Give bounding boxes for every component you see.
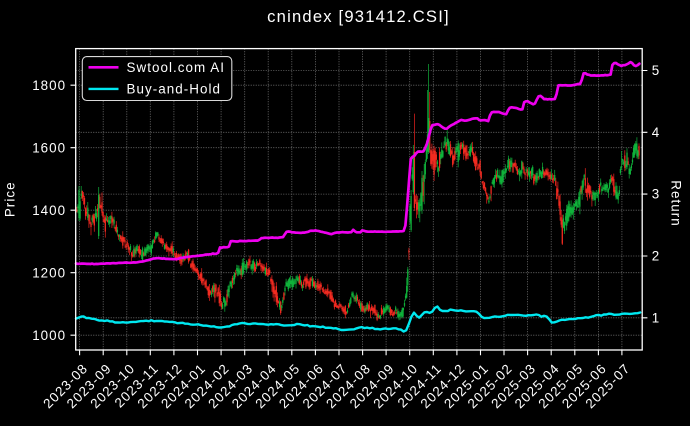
svg-text:4: 4: [652, 125, 661, 140]
svg-text:3: 3: [652, 187, 661, 202]
svg-text:Return: Return: [669, 180, 684, 227]
svg-text:1: 1: [652, 310, 661, 325]
svg-text:1600: 1600: [32, 140, 66, 155]
svg-text:cnindex [931412.CSI]: cnindex [931412.CSI]: [267, 7, 450, 26]
svg-text:Price: Price: [3, 181, 18, 217]
svg-text:5: 5: [652, 63, 661, 78]
svg-text:Swtool.com AI: Swtool.com AI: [127, 60, 226, 75]
svg-text:2: 2: [652, 249, 661, 264]
svg-text:1800: 1800: [32, 78, 66, 93]
svg-text:Buy-and-Hold: Buy-and-Hold: [127, 82, 221, 97]
svg-text:1000: 1000: [32, 328, 66, 343]
svg-text:1200: 1200: [32, 265, 66, 280]
svg-text:1400: 1400: [32, 203, 66, 218]
